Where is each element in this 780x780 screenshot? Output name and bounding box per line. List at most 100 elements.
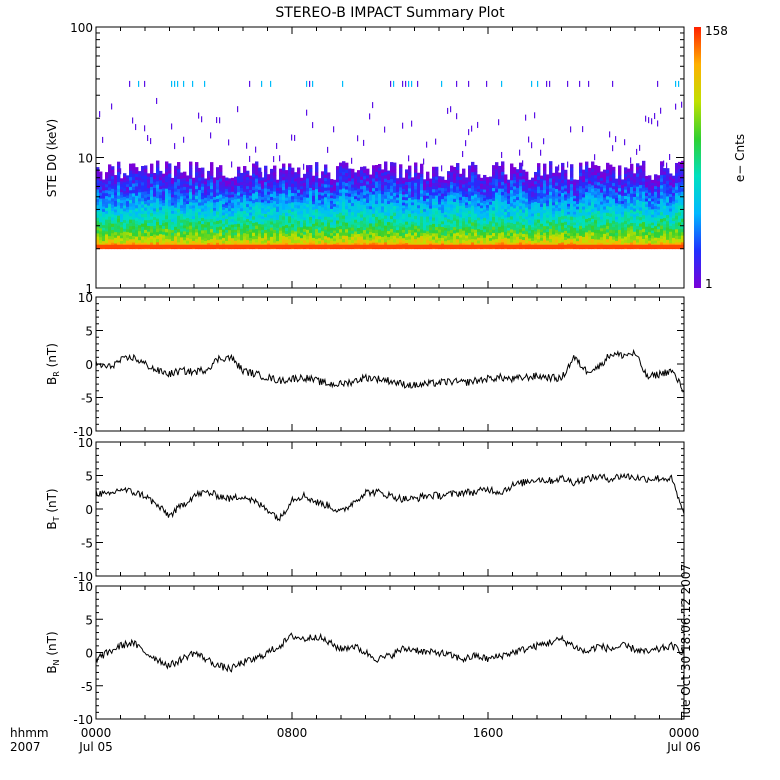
spectrogram-cell — [138, 183, 142, 187]
spectrogram-cell — [261, 237, 265, 241]
spectrogram-cell — [183, 225, 187, 229]
spectrogram-cell — [432, 185, 436, 190]
spectrogram-cell — [549, 231, 553, 236]
spectrogram-cell — [546, 191, 550, 195]
spectrogram-cell — [285, 218, 289, 222]
spectrogram-cell — [225, 237, 229, 241]
spectrogram-cell — [354, 222, 358, 226]
spectrogram-cell — [543, 170, 547, 174]
spectrogram-cell — [372, 174, 376, 179]
spectrogram-cell — [426, 189, 430, 193]
spectrogram-cell — [96, 217, 100, 221]
spectrogram-cell — [153, 222, 157, 226]
spectrogram-cell — [438, 212, 442, 216]
spectrogram-cell — [618, 194, 622, 198]
spectrogram-cell — [210, 188, 214, 193]
spectrogram-cell — [516, 230, 520, 234]
spectrogram-cell — [219, 213, 223, 217]
spectrogram-cell — [291, 242, 295, 246]
spectrogram-cell — [192, 191, 196, 195]
spectrogram-cell — [324, 209, 328, 214]
spectrogram-cell — [348, 190, 352, 194]
spectrogram-cell — [201, 214, 205, 218]
spectrogram-cell — [447, 174, 451, 178]
spectrogram-cell — [219, 187, 223, 192]
spectrogram-cell — [561, 195, 565, 200]
spectrogram-cell — [372, 242, 376, 246]
spectrogram-cell — [120, 221, 124, 225]
spectrogram-cell — [624, 226, 628, 231]
spectrogram-cell — [456, 212, 460, 217]
spectrogram-cell — [408, 216, 412, 221]
spectrogram-cell — [561, 179, 565, 184]
spectrogram-cell — [366, 233, 370, 237]
spectrogram-cell — [471, 201, 475, 206]
spectrogram-cell — [294, 234, 298, 238]
spectrogram-cell — [396, 194, 400, 198]
spectrogram-cell — [360, 201, 364, 206]
spectrogram-cell — [579, 202, 583, 207]
spectrogram-cell — [504, 188, 508, 192]
spectrogram-cell — [468, 184, 472, 189]
spectrogram-cell — [618, 235, 622, 240]
spectrogram-cell — [297, 223, 301, 228]
spectrogram-cell — [186, 217, 190, 221]
spectrogram-cell — [465, 240, 469, 244]
spectrogram-cell — [570, 238, 574, 243]
spectrogram-cell — [618, 203, 622, 208]
spectrogram-cell — [540, 217, 544, 221]
spectrogram-cell — [174, 200, 178, 205]
spectrogram-cell — [138, 212, 142, 217]
spectrogram-cell — [432, 166, 436, 171]
spectrogram-cell — [171, 188, 175, 192]
spectrogram-cell — [198, 167, 202, 172]
spectrogram-cell — [441, 195, 445, 200]
spectrogram-cell — [378, 173, 382, 178]
spectrogram-cell — [264, 188, 268, 192]
spectrogram-cell — [279, 221, 283, 225]
spectrogram-cell — [276, 224, 280, 228]
spectrogram-cell — [405, 199, 409, 204]
spectrogram-cell — [294, 189, 298, 194]
spectrogram-cell — [321, 201, 325, 205]
spectrogram-cell — [594, 177, 598, 182]
spectrogram-cell — [543, 173, 547, 178]
spectrogram — [96, 80, 685, 250]
spectrogram-cell — [516, 218, 520, 222]
spectrogram-cell — [96, 204, 100, 209]
spectrogram-cell — [591, 195, 595, 199]
spectrogram-cell — [492, 235, 496, 240]
spectrogram-cell — [126, 226, 130, 230]
spectrogram-cell — [216, 211, 220, 215]
spectrogram-cell — [165, 181, 169, 186]
spectrogram-cell — [408, 203, 412, 208]
spectrogram-cell — [243, 178, 247, 183]
spectrogram-cell — [399, 196, 403, 201]
spectrogram-cell — [354, 219, 358, 223]
spectrogram-cell — [438, 190, 442, 194]
spectrogram-cell — [537, 215, 541, 220]
spectrogram-cell — [276, 214, 280, 218]
spectrogram-cell — [303, 219, 307, 224]
spectrogram-cell — [210, 222, 214, 226]
spectrogram-cell — [99, 171, 103, 175]
spectrogram-cell — [399, 164, 403, 168]
spectrogram-cell — [585, 231, 589, 236]
spectrogram-cell — [390, 182, 394, 186]
spectrogram-cell — [234, 182, 238, 186]
spectrogram-cell — [138, 186, 142, 190]
spectrogram-cell — [258, 186, 262, 190]
spectrogram-cell — [459, 222, 463, 227]
spectrogram-cell — [255, 211, 259, 216]
spectrogram-cell — [372, 168, 376, 173]
spectrogram-cell — [495, 238, 499, 243]
spectrogram-cell — [552, 222, 556, 226]
spectrogram-cell — [570, 244, 574, 249]
spectrogram-cell — [528, 185, 532, 189]
spectrogram-cell — [336, 213, 340, 218]
spectrogram-cell — [414, 182, 418, 187]
spectrogram-cell — [453, 173, 457, 177]
spectrogram-cell — [384, 195, 388, 199]
spectrogram-cell — [510, 219, 514, 223]
spectrogram-cell — [357, 197, 361, 201]
